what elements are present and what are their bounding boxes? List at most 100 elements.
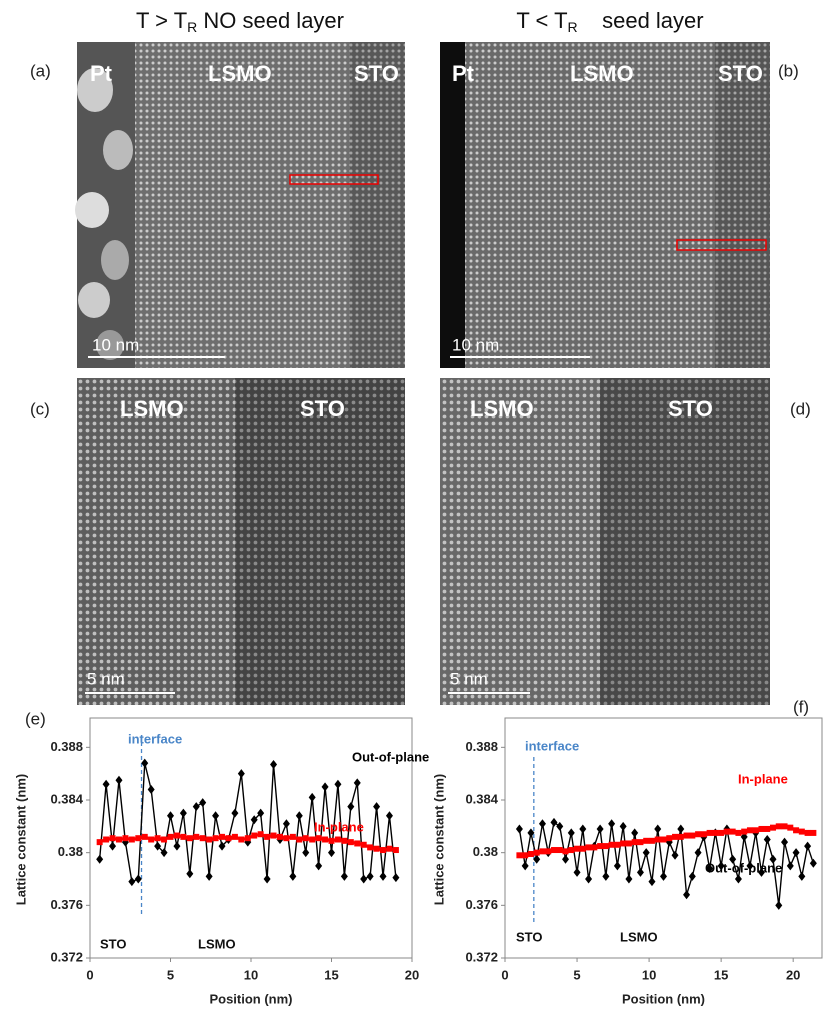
marker <box>550 817 558 827</box>
marker <box>179 808 187 818</box>
marker <box>347 802 355 812</box>
scale-bar-label: 10 nm <box>452 335 499 354</box>
marker <box>786 861 794 871</box>
region-label: STO <box>300 396 345 421</box>
marker <box>810 829 817 836</box>
marker <box>193 833 200 840</box>
plot-frame <box>504 717 823 959</box>
marker <box>602 871 610 881</box>
marker <box>746 827 753 834</box>
marker <box>654 824 662 834</box>
marker <box>683 890 691 900</box>
marker <box>366 871 374 881</box>
marker <box>671 850 679 860</box>
marker <box>769 854 777 864</box>
region-label: STO <box>668 396 713 421</box>
marker <box>96 854 104 864</box>
marker <box>282 819 290 829</box>
marker <box>128 877 136 887</box>
marker <box>295 811 303 821</box>
marker <box>758 825 765 832</box>
marker <box>770 824 777 831</box>
interface-label: interface <box>525 738 579 753</box>
marker <box>515 824 523 834</box>
marker <box>729 828 736 835</box>
marker <box>134 874 142 884</box>
marker <box>154 841 162 851</box>
panel-title: T > TR NO seed layer <box>136 8 344 35</box>
panel-label: (f) <box>793 697 809 716</box>
title-text: NO seed layer <box>197 8 344 33</box>
y-tick-label: 0.384 <box>465 791 498 806</box>
marker <box>270 759 278 769</box>
marker <box>562 854 570 864</box>
marker <box>792 848 800 858</box>
marker <box>115 836 122 843</box>
marker <box>614 841 621 848</box>
x-axis-label: Position (nm) <box>622 991 705 1006</box>
marker <box>660 836 667 843</box>
marker <box>205 871 213 881</box>
image-b <box>440 42 770 368</box>
marker <box>309 836 316 843</box>
marker <box>700 831 707 838</box>
marker <box>689 832 696 839</box>
marker <box>148 836 155 843</box>
y-tick-label: 0.372 <box>465 949 498 964</box>
marker <box>521 861 529 871</box>
marker <box>775 900 783 910</box>
title-text: seed layer <box>578 8 704 33</box>
marker <box>625 874 633 884</box>
marker <box>637 839 644 846</box>
marker <box>296 836 303 843</box>
marker <box>353 778 361 788</box>
marker <box>385 811 393 821</box>
x-tick-label: 5 <box>573 967 580 982</box>
region-label: LSMO <box>208 61 272 86</box>
marker <box>237 769 245 779</box>
marker <box>302 835 309 842</box>
marker <box>250 815 258 825</box>
marker <box>160 848 168 858</box>
marker <box>746 861 754 871</box>
x-tick-label: 15 <box>714 967 728 982</box>
marker <box>706 829 713 836</box>
marker <box>741 828 748 835</box>
marker <box>631 839 638 846</box>
region-label: STO <box>354 61 399 86</box>
marker <box>96 839 103 846</box>
panel-label: (d) <box>790 399 811 418</box>
marker <box>186 835 193 842</box>
marker <box>527 828 535 838</box>
y-axis-label: Lattice constant (nm) <box>13 774 28 905</box>
marker <box>141 833 148 840</box>
marker <box>180 833 187 840</box>
marker <box>533 849 540 856</box>
marker <box>579 845 586 852</box>
marker <box>328 837 335 844</box>
marker <box>238 836 245 843</box>
series-label: In-plane <box>738 771 788 786</box>
marker <box>763 835 771 844</box>
y-tick-label: 0.376 <box>50 897 83 912</box>
marker <box>379 871 387 881</box>
marker <box>781 823 788 830</box>
marker <box>373 802 381 812</box>
marker <box>695 831 702 838</box>
marker <box>556 821 564 831</box>
marker <box>103 836 110 843</box>
y-tick-label: 0.376 <box>465 897 498 912</box>
marker <box>360 874 368 884</box>
marker <box>648 877 656 887</box>
region-label: STO <box>100 936 127 951</box>
marker <box>340 871 348 881</box>
marker <box>567 828 575 838</box>
marker <box>757 867 765 877</box>
marker <box>764 825 771 832</box>
marker <box>341 837 348 844</box>
marker <box>354 840 361 847</box>
panel-label: (c) <box>30 399 50 418</box>
region-label: Pt <box>90 61 113 86</box>
region-label: LSMO <box>198 936 236 951</box>
